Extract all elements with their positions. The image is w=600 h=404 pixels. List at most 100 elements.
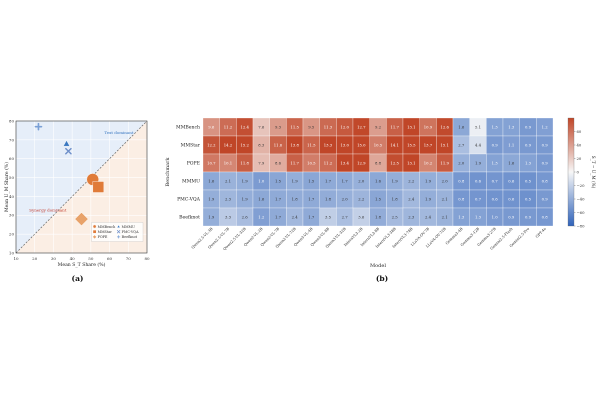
heatmap-cell: 4.4 <box>469 135 487 155</box>
heatmap-cell: 2.4 <box>419 207 437 227</box>
cell-value: 0.6 <box>492 196 499 201</box>
heatmap-cell: 1.9 <box>236 171 254 191</box>
heatmap-cell: 1.3 <box>452 207 470 227</box>
heatmap-cell: 0.6 <box>486 189 504 209</box>
heatmap-cell: 1.6 <box>369 171 387 191</box>
column-label: GPT-4o <box>535 227 547 239</box>
cell-value: 1.7 <box>325 178 332 183</box>
cell-value: 13.4 <box>340 160 349 165</box>
cell-value: 12.5 <box>390 160 399 165</box>
cell-value: 1.8 <box>292 196 299 201</box>
cell-value: 10.7 <box>207 160 216 165</box>
cell-value: 12.6 <box>440 124 449 129</box>
cell-value: 10.5 <box>374 142 383 147</box>
heatmap-cell: 12.7 <box>352 117 370 137</box>
heatmap-cell: 1.5 <box>302 171 320 191</box>
point-marker <box>116 230 121 234</box>
heatmap-cell: 13.3 <box>319 135 337 155</box>
heatmap-cell: 10.1 <box>219 153 237 173</box>
cell-value: 0.9 <box>542 142 549 147</box>
heatmap-cell: 15.0 <box>352 135 370 155</box>
heatmap-cell: 1.3 <box>486 117 504 137</box>
heatmap-cell: 3.5 <box>319 207 337 227</box>
legend-item: MMMU <box>116 224 135 229</box>
cell-value: 2.2 <box>408 178 415 183</box>
cell-value: 0.5 <box>525 178 532 183</box>
synergy-dominant-label: Synergy dominant <box>29 208 67 213</box>
cell-value: 8.8 <box>375 160 382 165</box>
cell-value: 11.9 <box>440 160 449 165</box>
legend-item: Beefknot <box>116 235 138 239</box>
x-tick-label: 40 <box>70 256 76 261</box>
heatmap-cell: 9.3 <box>269 117 287 137</box>
cell-value: 2.1 <box>225 178 231 183</box>
cell-value: 11.8 <box>240 160 249 165</box>
x-tick-label: 50 <box>88 256 94 261</box>
cell-value: 3.3 <box>225 214 232 219</box>
heatmap-cell: 1.8 <box>286 189 304 209</box>
colorbar-tick-label: 0 <box>577 169 580 174</box>
heatmap-cell: 0.5 <box>519 171 537 191</box>
cell-value: 10.9 <box>424 124 433 129</box>
cell-value: 1.7 <box>342 178 349 183</box>
heatmap-cell: 11.2 <box>319 153 337 173</box>
row-label: Beefknot <box>179 215 200 221</box>
cell-value: 1.9 <box>242 196 249 201</box>
heatmap-cell: 0.9 <box>519 117 537 137</box>
point-marker <box>34 122 43 131</box>
legend-label: MMBench <box>98 225 117 229</box>
cell-value: 1.6 <box>375 178 382 183</box>
heatmap-cell: 11.6 <box>269 135 287 155</box>
cell-value: 7.6 <box>258 124 265 129</box>
cell-value: 0.9 <box>525 214 532 219</box>
heatmap-cell: 10.9 <box>419 117 437 137</box>
point-mmmu <box>62 140 71 147</box>
point-marker <box>92 229 97 234</box>
heatmap-cell: 10.5 <box>369 135 387 155</box>
heatmap-cell: 1.2 <box>252 207 270 227</box>
heatmap-cell: 2.2 <box>402 171 420 191</box>
x-axis-label: Model <box>370 263 386 269</box>
cell-value: 15.1 <box>440 142 448 147</box>
cell-value: 12.9 <box>357 160 366 165</box>
cell-value: 9.3 <box>275 124 282 129</box>
cell-value: 2.4 <box>292 214 299 219</box>
heatmap-cell: 2.1 <box>436 207 454 227</box>
x-stroke <box>65 147 72 155</box>
colorbar-tick-label: −60 <box>577 210 586 215</box>
cell-value: 13.3 <box>324 142 333 147</box>
point-marker <box>116 235 121 239</box>
cell-value: 4.4 <box>475 142 482 147</box>
heatmap-cell: 0.8 <box>452 189 470 209</box>
heatmap-cell: 1.7 <box>302 207 320 227</box>
heatmap-cell: 9.6 <box>202 117 220 137</box>
cell-value: 1.3 <box>458 214 465 219</box>
heatmap-cell: 2.7 <box>336 207 354 227</box>
cell-value: 2.7 <box>458 142 465 147</box>
colorbar-tick-label: 60 <box>577 129 582 134</box>
heatmap-cell: 0.9 <box>486 135 504 155</box>
cell-value: 1.9 <box>475 160 482 165</box>
heatmap-cell: 0.8 <box>536 207 554 227</box>
x-stroke <box>116 230 121 234</box>
heatmap-cell: 9.5 <box>302 117 320 137</box>
cell-value: 1.1 <box>508 142 514 147</box>
cell-value: 2.1 <box>442 214 448 219</box>
heatmap-cell: 15.2 <box>236 135 254 155</box>
cell-value: 3.6 <box>358 214 365 219</box>
heatmap-cell: 10.2 <box>419 153 437 173</box>
heatmap-cell: 12.4 <box>236 117 254 137</box>
heatmap-cell: 3.6 <box>352 207 370 227</box>
heatmap-cell: 0.6 <box>469 171 487 191</box>
heatmap-cell: 11.7 <box>386 117 404 137</box>
cell-value: 1.9 <box>208 196 215 201</box>
heatmap-cell: 2.4 <box>286 207 304 227</box>
cell-value: 1.3 <box>475 214 482 219</box>
heatmap-cell: 11.2 <box>219 117 237 137</box>
cell-value: 1.3 <box>492 124 499 129</box>
cell-value: 15.0 <box>357 142 366 147</box>
cell-value: 7.9 <box>258 160 265 165</box>
heatmap-cell: 2.5 <box>386 207 404 227</box>
cell-value: 1.6 <box>458 124 465 129</box>
